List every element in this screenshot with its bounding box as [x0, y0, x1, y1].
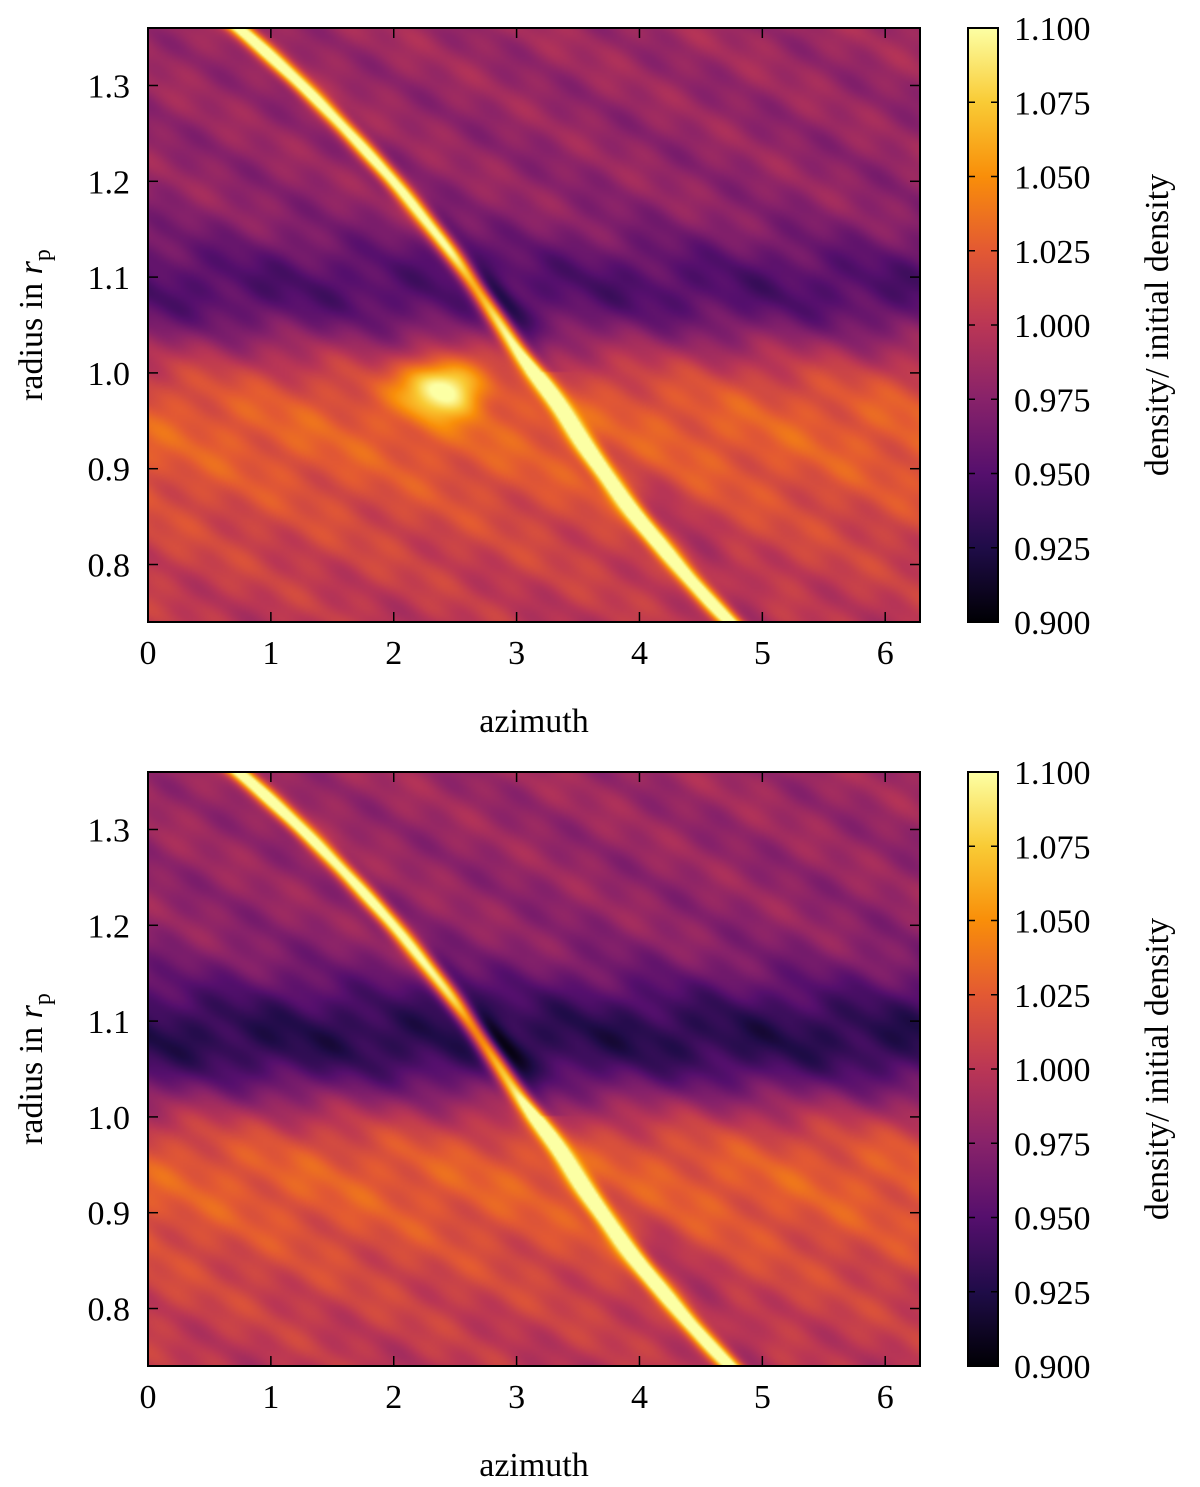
colorbar-label: density/ initial density	[1139, 918, 1176, 1220]
panel-bottom: 0 1 2 3 4 5 6 0.8 0.9 1.0 1.1 1.2 1.3 azimuth radius i…	[13, 755, 1176, 1484]
y-tick-label: 1.3	[88, 812, 131, 849]
colorbar-tick-label: 0.975	[1014, 1126, 1091, 1163]
colorbar-tick-label: 0.900	[1014, 605, 1091, 642]
colorbar-tick-label: 0.975	[1014, 382, 1091, 419]
y-axis-label-var: r	[13, 1004, 50, 1018]
x-tick-label: 6	[877, 1379, 894, 1416]
colorbar-tick-label: 1.075	[1014, 829, 1091, 866]
x-tick-label: 4	[631, 1379, 648, 1416]
y-tick-label: 1.2	[88, 908, 131, 945]
y-axis-label: radius in rp	[13, 993, 56, 1145]
y-tick-label: 1.3	[88, 68, 131, 105]
x-tick-label: 4	[631, 635, 648, 672]
x-tick-label: 1	[262, 635, 279, 672]
y-tick-label: 1.0	[88, 356, 131, 393]
colorbar-tick-label: 1.100	[1014, 11, 1091, 48]
y-axis-label-sub: p	[30, 249, 56, 261]
colorbar-tick-label: 0.925	[1014, 1275, 1091, 1312]
colorbar-tick-label: 0.900	[1014, 1349, 1091, 1386]
colorbar-tick-label: 1.100	[1014, 755, 1091, 792]
y-tick-label: 0.9	[88, 1196, 131, 1233]
colorbar-tick-label: 1.025	[1014, 978, 1091, 1015]
x-tick-label: 3	[508, 1379, 525, 1416]
x-tick-label: 2	[385, 635, 402, 672]
colorbar-tick-label: 0.950	[1014, 1201, 1091, 1238]
colorbar-tick-label: 1.075	[1014, 85, 1091, 122]
density-heatmap	[148, 772, 920, 1366]
y-tick-label: 1.1	[88, 260, 131, 297]
x-tick-label: 0	[140, 635, 157, 672]
colorbar-tick-label: 1.000	[1014, 308, 1091, 345]
y-axis-label-text: radius in	[13, 1018, 50, 1145]
x-tick-label: 6	[877, 635, 894, 672]
y-axis-label-sub: p	[30, 993, 56, 1005]
y-axis-label: radius in rp	[13, 249, 56, 401]
plot-frame	[147, 771, 921, 1367]
x-tick-label: 5	[754, 1379, 771, 1416]
x-axis-label: azimuth	[479, 1447, 589, 1484]
colorbar-tick-label: 1.050	[1014, 904, 1091, 941]
panel-top: 0 1 2 3 4 5 6 0.8 0.9 1.0 1.1 1.2 1.3 azimuth radius i…	[13, 11, 1176, 740]
y-tick-label: 1.1	[88, 1004, 131, 1041]
density-heatmap	[148, 28, 920, 622]
colorbar-tick-label: 1.025	[1014, 234, 1091, 271]
y-tick-label: 0.8	[88, 1292, 131, 1329]
x-tick-label: 5	[754, 635, 771, 672]
x-tick-label: 0	[140, 1379, 157, 1416]
x-tick-label: 1	[262, 1379, 279, 1416]
y-axis-label-var: r	[13, 260, 50, 274]
plot-frame	[147, 27, 921, 623]
colorbar-tick-label: 1.000	[1014, 1052, 1091, 1089]
y-tick-label: 0.8	[88, 548, 131, 585]
y-tick-label: 0.9	[88, 452, 131, 489]
y-tick-label: 1.2	[88, 164, 131, 201]
colorbar-tick-label: 0.950	[1014, 457, 1091, 494]
y-tick-label: 1.0	[88, 1100, 131, 1137]
y-axis-label-text: radius in	[13, 274, 50, 401]
x-axis-label: azimuth	[479, 703, 589, 740]
colorbar-label: density/ initial density	[1139, 174, 1176, 476]
colorbar-tick-label: 1.050	[1014, 160, 1091, 197]
x-tick-label: 3	[508, 635, 525, 672]
colorbar-tick-label: 0.925	[1014, 531, 1091, 568]
x-tick-label: 2	[385, 1379, 402, 1416]
